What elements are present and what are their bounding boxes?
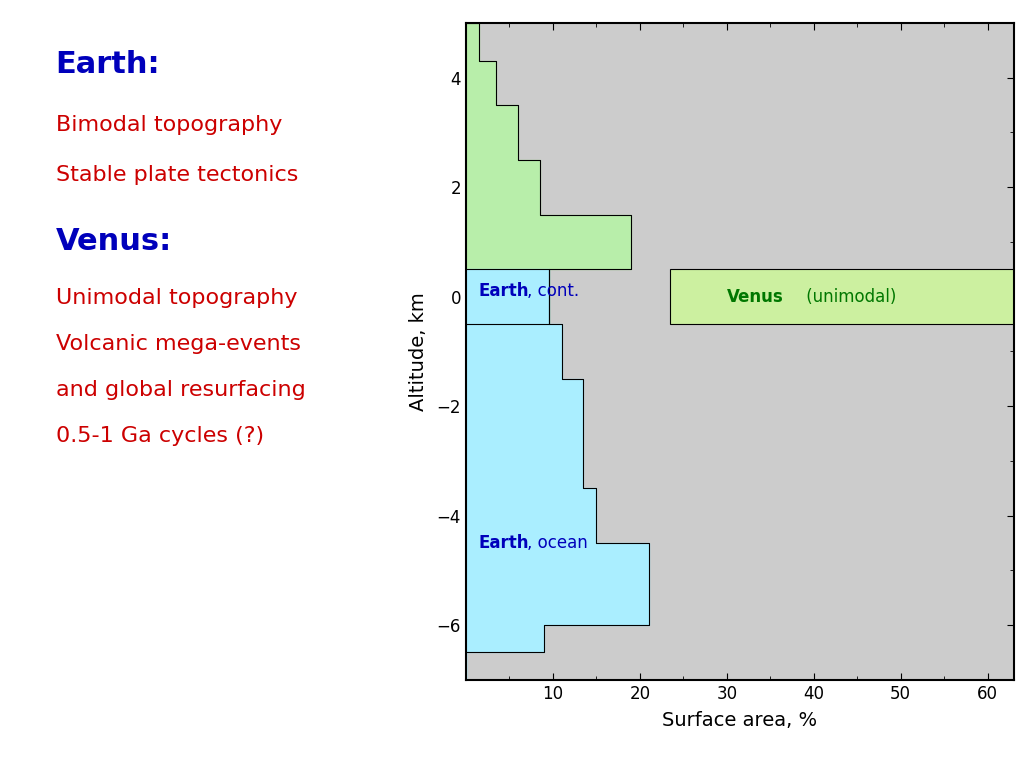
Text: Earth:: Earth: bbox=[55, 50, 160, 79]
Text: Venus:: Venus: bbox=[55, 227, 172, 256]
Polygon shape bbox=[466, 23, 631, 324]
Text: Earth: Earth bbox=[479, 282, 529, 300]
Text: , ocean: , ocean bbox=[526, 534, 588, 552]
Text: Stable plate tectonics: Stable plate tectonics bbox=[55, 165, 298, 185]
Text: Earth: Earth bbox=[479, 534, 529, 552]
Text: Bimodal topography: Bimodal topography bbox=[55, 115, 282, 135]
Text: Venus: Venus bbox=[727, 288, 783, 306]
Text: and global resurfacing: and global resurfacing bbox=[55, 380, 305, 400]
Text: Unimodal topography: Unimodal topography bbox=[55, 288, 297, 308]
Text: , cont.: , cont. bbox=[526, 282, 579, 300]
Text: (unimodal): (unimodal) bbox=[801, 288, 896, 306]
Y-axis label: Altitude, km: Altitude, km bbox=[410, 292, 428, 411]
Bar bbox=[671, 270, 1014, 324]
X-axis label: Surface area, %: Surface area, % bbox=[663, 711, 817, 730]
Text: Volcanic mega-events: Volcanic mega-events bbox=[55, 334, 301, 354]
Text: 0.5-1 Ga cycles (?): 0.5-1 Ga cycles (?) bbox=[55, 426, 264, 446]
Polygon shape bbox=[466, 270, 648, 680]
